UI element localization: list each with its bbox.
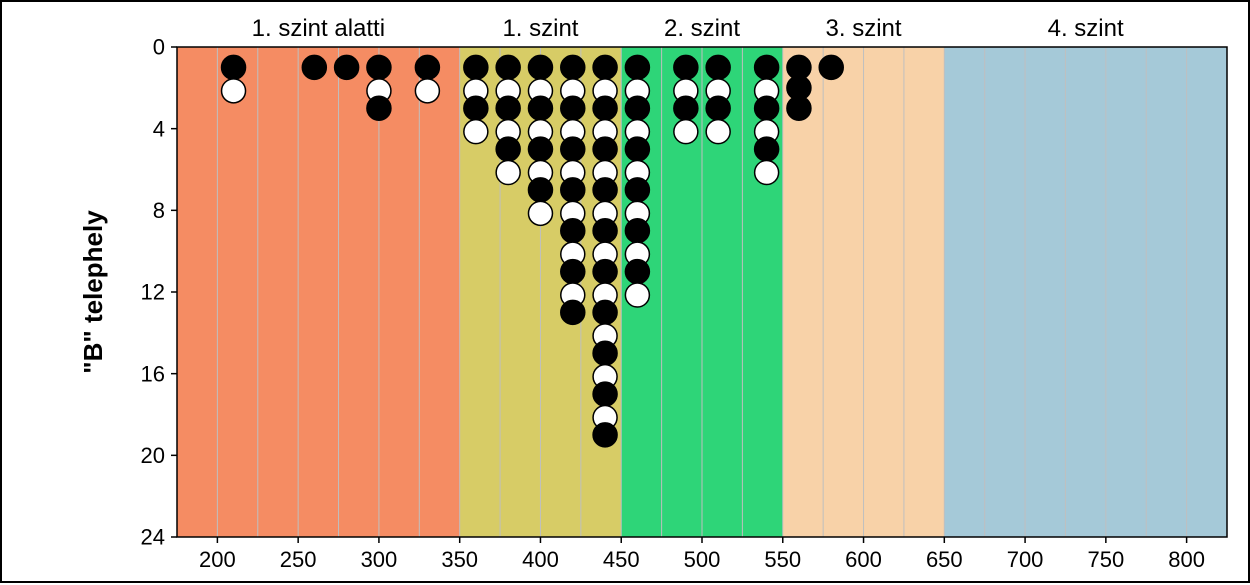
region-band bbox=[944, 47, 1227, 537]
dot-black bbox=[561, 219, 585, 243]
x-tick-label: 700 bbox=[1007, 547, 1044, 572]
dot-white bbox=[528, 201, 552, 225]
dot-black bbox=[222, 55, 246, 79]
dot-black bbox=[367, 55, 391, 79]
dot-black bbox=[593, 96, 617, 120]
x-tick-label: 350 bbox=[441, 547, 478, 572]
dot-black bbox=[706, 55, 730, 79]
x-tick-label: 550 bbox=[764, 547, 801, 572]
x-tick-label: 400 bbox=[522, 547, 559, 572]
dot-black bbox=[625, 260, 649, 284]
dot-black bbox=[561, 96, 585, 120]
y-tick-label: 20 bbox=[141, 443, 165, 468]
y-tick-label: 8 bbox=[153, 198, 165, 223]
dot-white bbox=[755, 161, 779, 185]
dot-black bbox=[625, 55, 649, 79]
dot-black bbox=[787, 96, 811, 120]
y-tick-label: 4 bbox=[153, 116, 165, 141]
dot-black bbox=[819, 55, 843, 79]
dot-black bbox=[674, 55, 698, 79]
x-tick-label: 300 bbox=[361, 547, 398, 572]
dot-black bbox=[593, 178, 617, 202]
region-label: 4. szint bbox=[1048, 15, 1124, 43]
dot-black bbox=[415, 55, 439, 79]
dot-black bbox=[528, 178, 552, 202]
dot-black bbox=[496, 96, 520, 120]
dot-black bbox=[755, 55, 779, 79]
region-label: 2. szint bbox=[664, 15, 740, 43]
dot-black bbox=[755, 137, 779, 161]
x-tick-label: 600 bbox=[845, 547, 882, 572]
chart-frame: "B" telephely 20025030035040045050055060… bbox=[0, 0, 1250, 583]
dot-black bbox=[593, 300, 617, 324]
dot-black bbox=[593, 382, 617, 406]
x-tick-label: 450 bbox=[603, 547, 640, 572]
dot-black bbox=[335, 55, 359, 79]
x-tick-label: 500 bbox=[684, 547, 721, 572]
dot-white bbox=[706, 120, 730, 144]
y-tick-label: 16 bbox=[141, 361, 165, 386]
dot-black bbox=[464, 96, 488, 120]
x-tick-label: 650 bbox=[926, 547, 963, 572]
dot-black bbox=[528, 96, 552, 120]
dot-black bbox=[528, 55, 552, 79]
dot-black bbox=[302, 55, 326, 79]
y-tick-label: 12 bbox=[141, 280, 165, 305]
y-tick-label: 24 bbox=[141, 525, 165, 550]
dot-black bbox=[593, 137, 617, 161]
dot-black bbox=[496, 137, 520, 161]
dot-black bbox=[367, 96, 391, 120]
dot-black bbox=[593, 341, 617, 365]
dot-black bbox=[561, 55, 585, 79]
dot-black bbox=[593, 55, 617, 79]
dot-black bbox=[625, 219, 649, 243]
dot-black bbox=[593, 219, 617, 243]
dot-black bbox=[464, 55, 488, 79]
region-label: 1. szint alatti bbox=[252, 15, 385, 43]
region-band bbox=[177, 47, 460, 537]
x-tick-label: 250 bbox=[280, 547, 317, 572]
x-tick-label: 200 bbox=[199, 547, 236, 572]
dot-white bbox=[464, 120, 488, 144]
dot-black bbox=[755, 96, 779, 120]
dot-white bbox=[674, 120, 698, 144]
dot-black bbox=[706, 96, 730, 120]
dot-black bbox=[561, 137, 585, 161]
dot-white bbox=[496, 161, 520, 185]
plot-svg: 200 250 300 350 400 450 500 550 600 650 700 750 800 0… bbox=[2, 2, 1250, 585]
dot-black bbox=[561, 300, 585, 324]
x-tick-label: 750 bbox=[1087, 547, 1124, 572]
dot-black bbox=[593, 423, 617, 447]
dot-black bbox=[625, 178, 649, 202]
region-label: 1. szint bbox=[502, 15, 578, 43]
dot-black bbox=[625, 96, 649, 120]
dot-black bbox=[496, 55, 520, 79]
dot-white bbox=[222, 79, 246, 103]
dot-white bbox=[415, 79, 439, 103]
dot-black bbox=[528, 137, 552, 161]
dot-black bbox=[674, 96, 698, 120]
x-tick-label: 800 bbox=[1168, 547, 1205, 572]
dot-black bbox=[561, 178, 585, 202]
dot-black bbox=[625, 137, 649, 161]
region-label: 3. szint bbox=[826, 15, 902, 43]
dot-black bbox=[561, 260, 585, 284]
dot-white bbox=[625, 283, 649, 307]
y-tick-label: 0 bbox=[153, 35, 165, 60]
dot-black bbox=[593, 260, 617, 284]
